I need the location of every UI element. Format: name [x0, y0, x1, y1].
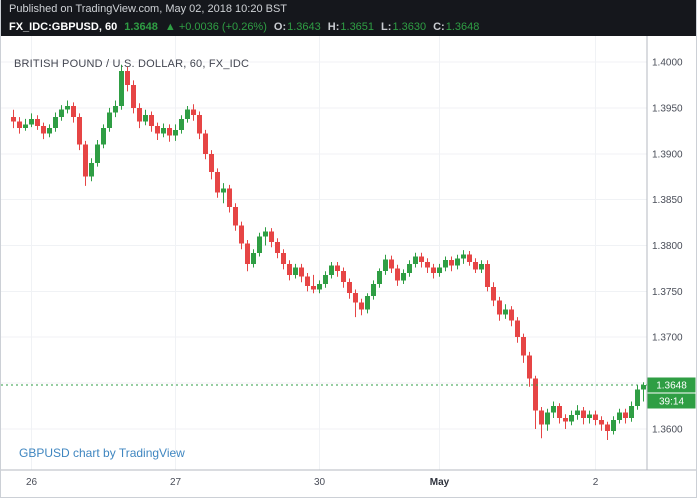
change-value: +0.0036 (+0.26%) [178, 21, 267, 33]
chart-title: BRITISH POUND / U.S. DOLLAR, 60, FX_IDC [14, 58, 250, 70]
published-text: Published on TradingView.com, May 02, 20… [9, 3, 288, 15]
up-arrow-icon: ▲ [164, 21, 176, 33]
svg-text:1.3750: 1.3750 [652, 287, 683, 298]
last-price: 1.3648 [124, 21, 158, 33]
price-change: ▲ +0.0036 (+0.26%) [165, 18, 267, 36]
svg-text:30: 30 [314, 477, 326, 488]
svg-text:27: 27 [170, 477, 182, 488]
chart-area: 1.4000 1.3950 1.3900 1.3850 1.3800 1.3750 1.37… [1, 36, 696, 497]
ohlc-open: O:1.3643 [273, 21, 321, 33]
ohlc-close: C:1.3648 [433, 21, 480, 33]
svg-text:1.3950: 1.3950 [652, 103, 683, 114]
svg-text:1.3600: 1.3600 [652, 425, 683, 436]
ohlc-low: L:1.3630 [381, 21, 427, 33]
tradingview-attribution-link[interactable]: GBPUSD chart by TradingView [19, 446, 185, 460]
svg-text:1.3700: 1.3700 [652, 333, 683, 344]
svg-text:May: May [430, 477, 450, 488]
svg-text:2: 2 [593, 477, 599, 488]
published-bar: Published on TradingView.com, May 02, 20… [1, 0, 696, 18]
symbol-name: FX_IDC:GBPUSD, 60 [9, 21, 118, 33]
svg-text:1.3800: 1.3800 [652, 241, 683, 252]
svg-text:1.3900: 1.3900 [652, 149, 683, 160]
symbol-info-bar: FX_IDC:GBPUSD, 60 1.3648 ▲ +0.0036 (+0.2… [1, 18, 696, 36]
svg-text:26: 26 [26, 477, 38, 488]
candlestick-chart: 1.4000 1.3950 1.3900 1.3850 1.3800 1.3750 1.37… [1, 36, 696, 488]
svg-text:1.4000: 1.4000 [652, 58, 683, 69]
svg-text:39:14: 39:14 [659, 397, 684, 408]
svg-text:1.3648: 1.3648 [656, 381, 687, 392]
svg-text:1.3850: 1.3850 [652, 195, 683, 206]
ohlc-high: H:1.3651 [327, 21, 375, 33]
